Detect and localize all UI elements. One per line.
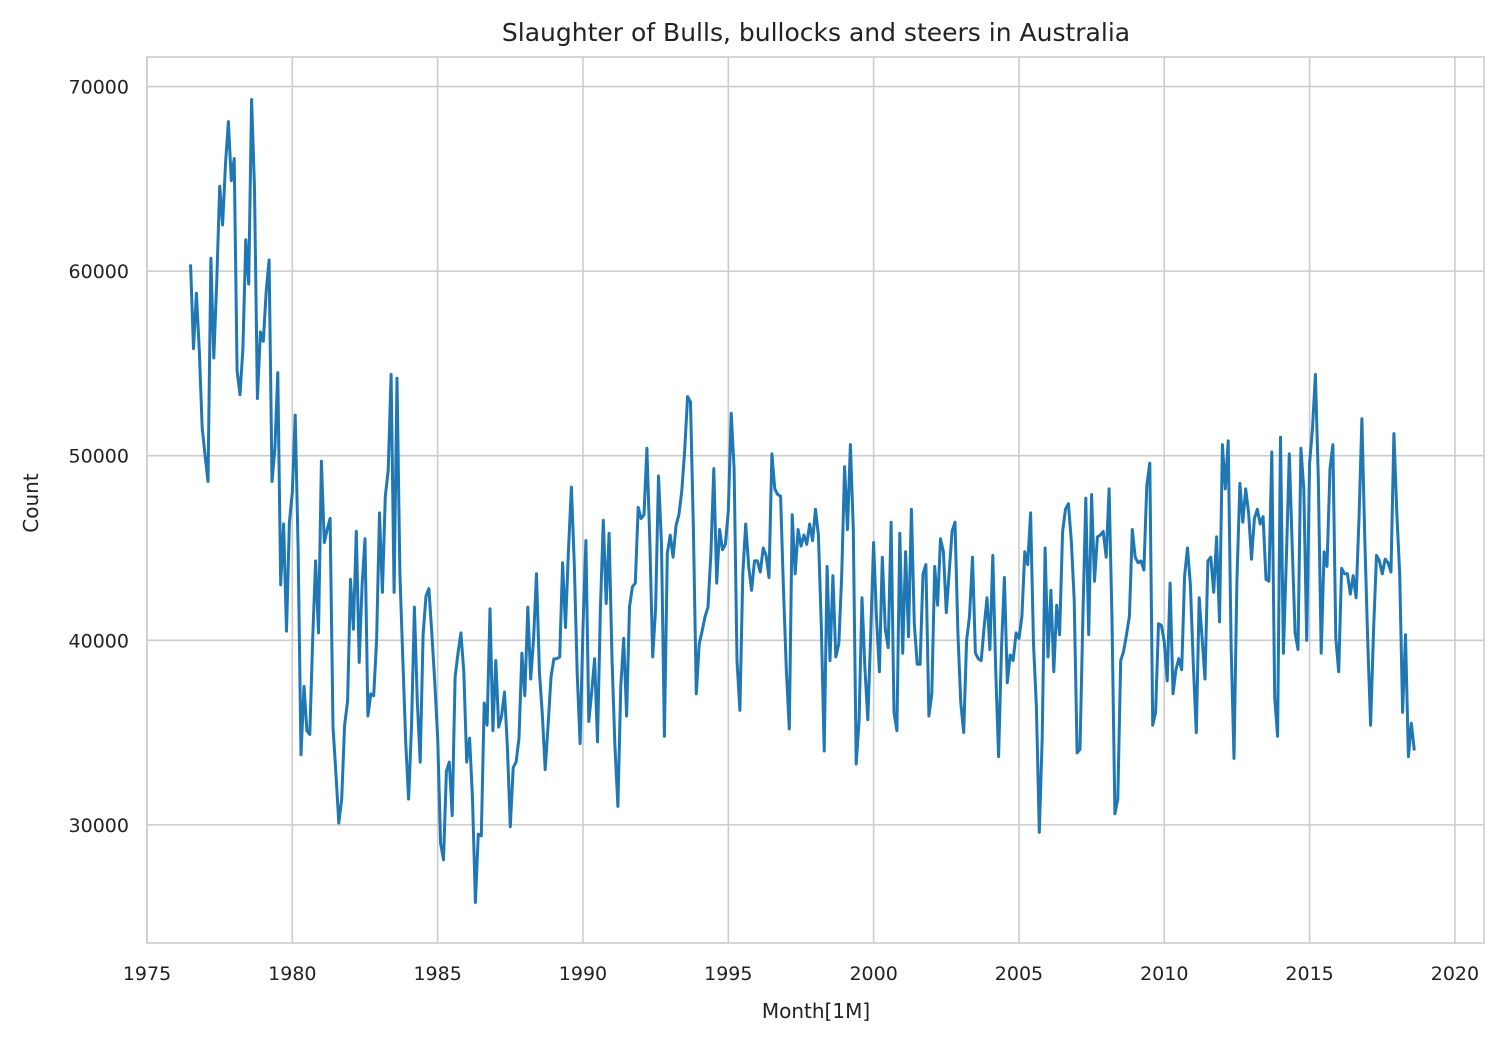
y-tick-labels: 30000 40000 50000 60000 70000 xyxy=(69,77,129,837)
grid-lines xyxy=(146,57,1484,943)
x-tick-label: 1975 xyxy=(123,963,171,985)
x-tick-label: 1995 xyxy=(704,963,752,985)
x-tick-label: 1990 xyxy=(559,963,607,985)
x-tick-label: 2000 xyxy=(849,963,897,985)
x-tick-label: 1985 xyxy=(413,963,461,985)
x-tick-labels: 1975 1980 1985 1990 1995 2000 2005 2010 2015 2020 xyxy=(123,963,1479,985)
y-tick-label: 50000 xyxy=(69,446,129,468)
x-tick-label: 1980 xyxy=(268,963,316,985)
y-tick-label: 70000 xyxy=(69,77,129,99)
y-tick-label: 30000 xyxy=(69,815,129,837)
plot-frame xyxy=(146,56,1485,944)
y-tick-label: 60000 xyxy=(69,261,129,283)
chart-title: Slaughter of Bulls, bullocks and steers … xyxy=(502,18,1130,47)
x-tick-label: 2010 xyxy=(1140,963,1188,985)
x-tick-label: 2005 xyxy=(995,963,1043,985)
x-tick-label: 2020 xyxy=(1431,963,1479,985)
y-axis-label: Count xyxy=(19,473,43,533)
series-line xyxy=(189,98,1416,904)
x-axis-label: Month[1M] xyxy=(762,999,870,1023)
x-tick-label: 2015 xyxy=(1285,963,1333,985)
y-tick-label: 40000 xyxy=(69,630,129,652)
